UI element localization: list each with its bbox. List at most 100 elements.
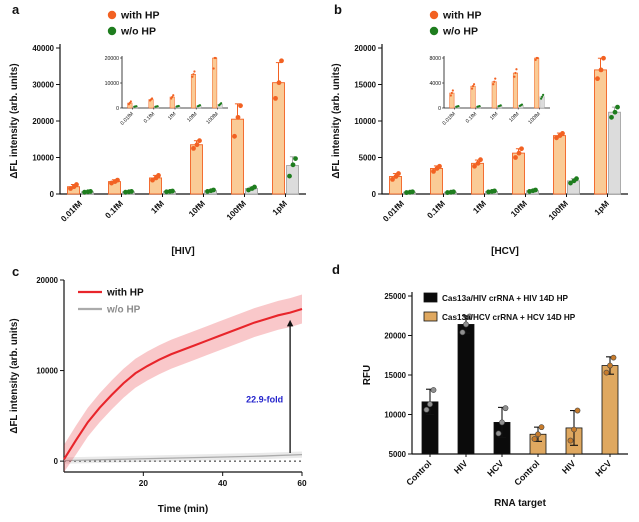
data-point	[191, 145, 196, 151]
data-point	[396, 171, 401, 176]
y-axis-label: RFU	[362, 365, 373, 385]
data-point	[554, 135, 559, 141]
inset-bar	[212, 57, 218, 109]
x-tick-label: 10fM	[186, 198, 207, 219]
data-point	[595, 76, 600, 82]
data-point	[499, 419, 505, 426]
legend-marker	[429, 10, 439, 20]
data-point	[567, 437, 574, 444]
y-tick-label: 20000	[32, 117, 54, 126]
y-tick-label: 5000	[359, 153, 377, 162]
legend-swatch	[423, 292, 438, 303]
x-tick-label: 60	[297, 478, 307, 488]
data-point	[430, 387, 437, 393]
x-tick-label: 100fM	[224, 198, 248, 222]
data-point	[535, 431, 541, 438]
inset-point	[494, 77, 497, 80]
y-tick-label: 5000	[389, 450, 407, 459]
inset-x-tick: 10fM	[186, 111, 198, 123]
data-point	[123, 189, 128, 195]
x-axis-label: RNA target	[494, 498, 547, 509]
inset-point	[457, 105, 460, 108]
series-line	[63, 307, 303, 460]
inset-bar	[190, 74, 196, 109]
legend-marker	[107, 10, 117, 20]
x-axis-label: Time (min)	[158, 504, 208, 515]
data-point	[431, 168, 436, 174]
data-point	[601, 55, 606, 61]
inset-bar	[491, 81, 497, 109]
legend-swatch	[423, 311, 438, 322]
y-tick-label: 25000	[384, 292, 406, 301]
inset-point	[198, 104, 202, 107]
data-point	[427, 401, 433, 408]
x-tick-label: Control	[512, 458, 541, 487]
x-tick-label: Control	[404, 458, 433, 487]
data-point	[615, 104, 620, 110]
inset-point	[540, 97, 543, 100]
data-point	[88, 189, 93, 194]
bar	[601, 365, 619, 455]
data-point	[603, 369, 610, 376]
data-point	[197, 138, 202, 144]
y-tick-label: 0	[372, 190, 377, 199]
inset-point	[220, 102, 223, 105]
bar	[553, 135, 566, 195]
legend-label: Cas13a/HIV crRNA + HIV 14D HP	[442, 294, 569, 303]
y-tick-label: 10000	[384, 410, 406, 419]
data-point	[211, 187, 216, 193]
data-point	[463, 321, 469, 328]
bar	[608, 111, 621, 195]
inset-y-tick: 0	[116, 106, 119, 112]
inset-bar	[534, 57, 540, 109]
bar	[594, 69, 607, 195]
data-point	[232, 133, 237, 139]
inset-point	[212, 67, 215, 70]
data-point	[164, 189, 169, 195]
data-point	[74, 182, 79, 187]
inset-y-tick: 10000	[105, 81, 120, 87]
data-point	[495, 430, 502, 437]
y-tick-label: 15000	[354, 80, 376, 89]
bar	[231, 118, 244, 195]
data-point	[574, 176, 579, 182]
legend-label: w/o HP	[120, 26, 156, 38]
inset-point	[150, 97, 154, 100]
inset-x-tick: 100fM	[205, 111, 219, 125]
x-tick-label: 1pM	[270, 198, 289, 217]
y-axis-label: ΔFL intensity (arb. units)	[9, 63, 20, 178]
inset-point	[156, 105, 159, 108]
inset-x-tick: 0.01fM	[120, 111, 135, 126]
y-tick-label: 30000	[32, 80, 54, 89]
inset-y-tick: 4000	[429, 81, 441, 87]
inset-point	[513, 75, 516, 78]
x-axis-label: [HCV]	[491, 246, 519, 257]
inset-x-tick: 1fM	[489, 111, 499, 121]
data-point	[513, 155, 518, 160]
panel-b-label: b	[334, 2, 342, 17]
data-point	[451, 189, 456, 195]
inset-point	[449, 94, 452, 97]
legend-marker	[107, 26, 117, 36]
data-point	[156, 172, 161, 178]
x-tick-label: 1pM	[592, 198, 611, 217]
inset-point	[520, 103, 524, 106]
data-point	[612, 109, 618, 115]
inset-point	[492, 83, 495, 86]
inset-point	[499, 104, 502, 107]
inset-point	[534, 58, 537, 61]
inset-point	[478, 105, 481, 108]
data-point	[194, 142, 200, 148]
inset-y-tick: 0	[438, 106, 441, 112]
data-point	[279, 58, 284, 64]
data-point	[235, 114, 241, 120]
y-tick-label: 10000	[36, 366, 58, 375]
data-point	[293, 156, 298, 161]
data-point	[290, 162, 296, 168]
data-point	[571, 426, 577, 433]
panel-b: b 0 5000 10000 15000 20000 ΔFL intensity (arb…	[326, 2, 638, 260]
inset-point	[471, 85, 475, 88]
data-point	[287, 173, 292, 179]
inset-point	[541, 95, 544, 98]
